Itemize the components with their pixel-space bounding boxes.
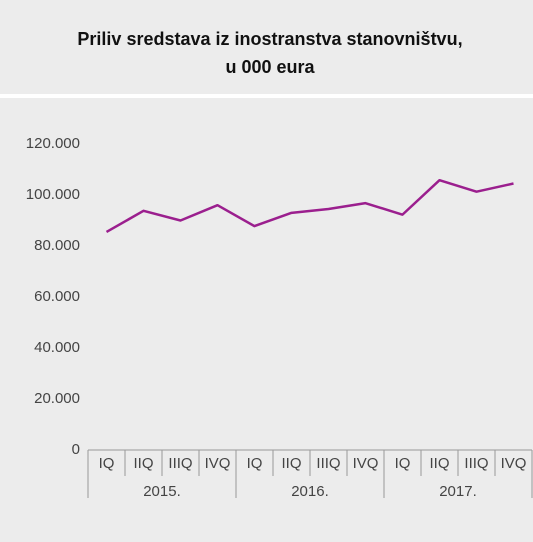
- x-tick-label: IVQ: [353, 455, 379, 472]
- y-tick-label: 80.000: [34, 237, 80, 254]
- line-series: [105, 178, 514, 234]
- x-tick-label: IIQ: [281, 455, 301, 472]
- x-tick-label: IIQ: [429, 455, 449, 472]
- x-tick-label: IVQ: [205, 455, 231, 472]
- chart-title: Priliv sredstava iz inostranstva stanovn…: [77, 29, 462, 49]
- y-tick-label: 120.000: [26, 135, 80, 152]
- x-tick-label: IIIQ: [316, 455, 340, 472]
- x-tick-label: IIQ: [133, 455, 153, 472]
- x-tick-label: IQ: [247, 455, 263, 472]
- y-tick-label: 40.000: [34, 339, 80, 356]
- x-tick-label: IIIQ: [168, 455, 192, 472]
- y-tick-label: 0: [72, 441, 80, 458]
- chart-title: u 000 eura: [225, 57, 315, 77]
- y-tick-label: 60.000: [34, 288, 80, 305]
- group-label: 2016.: [291, 483, 329, 500]
- y-tick-label: 20.000: [34, 390, 80, 407]
- separator: [0, 94, 533, 98]
- x-tick-label: IIIQ: [464, 455, 488, 472]
- x-tick-label: IQ: [395, 455, 411, 472]
- group-label: 2015.: [143, 483, 181, 500]
- x-tick-label: IQ: [99, 455, 115, 472]
- group-label: 2017.: [439, 483, 477, 500]
- y-tick-label: 100.000: [26, 186, 80, 203]
- x-tick-label: IVQ: [501, 455, 527, 472]
